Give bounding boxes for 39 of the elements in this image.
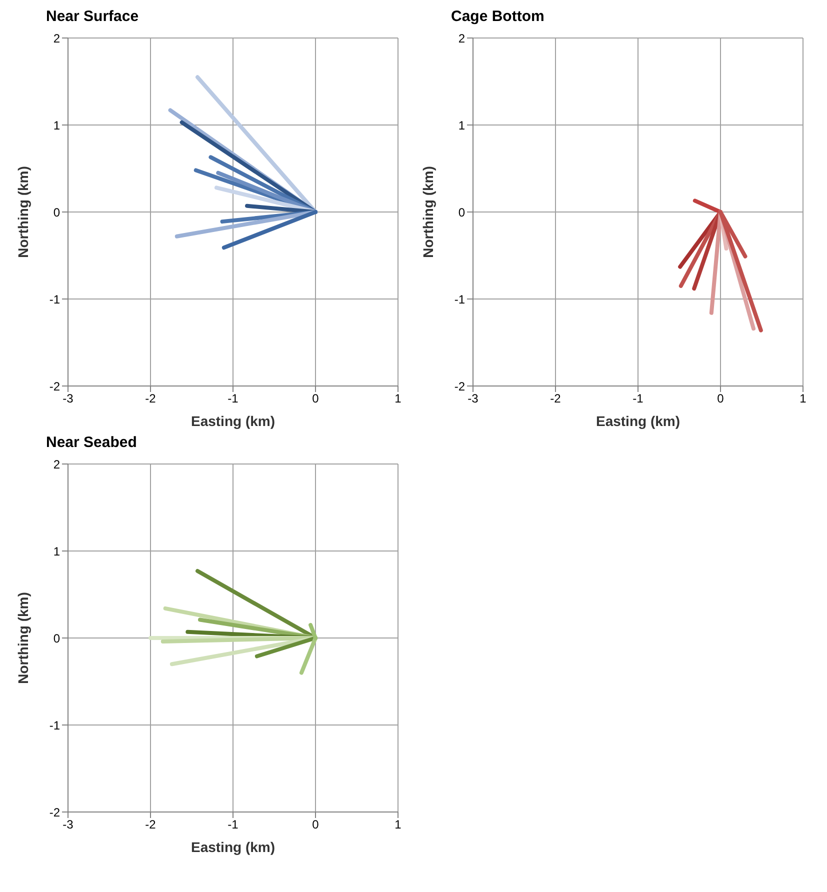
x-tick-label: -2 <box>145 818 156 832</box>
x-tick-label: -2 <box>145 392 156 406</box>
x-tick-label: -3 <box>468 392 479 406</box>
y-tick-label: 0 <box>53 631 60 646</box>
y-tick-label: -1 <box>454 292 466 306</box>
x-tick-label: 0 <box>717 392 724 406</box>
y-tick-label: -1 <box>49 292 60 306</box>
y-tick-label: -2 <box>49 805 60 820</box>
x-axis-title: Easting (km) <box>190 839 276 855</box>
x-tick-label: -3 <box>62 392 74 406</box>
y-tick-label: -2 <box>49 379 60 394</box>
y-tick-label: 1 <box>53 544 60 558</box>
x-axis-title: Easting (km) <box>596 413 680 429</box>
x-tick-label: 1 <box>394 392 402 406</box>
y-tick-label: 0 <box>53 205 60 220</box>
chart-title: Near Seabed <box>46 434 138 453</box>
y-tick-label: 1 <box>458 118 466 132</box>
y-axis-title: Northing (km) <box>14 166 31 258</box>
y-tick-label: -2 <box>454 379 466 394</box>
y-tick-label: 2 <box>458 31 466 46</box>
y-tick-label: 2 <box>53 457 60 472</box>
chart-title: Near Surface <box>46 8 140 27</box>
x-tick-label: -3 <box>62 818 74 832</box>
y-axis-title: Northing (km) <box>14 592 31 684</box>
x-axis-title: Easting (km) <box>190 413 276 429</box>
y-tick-label: 1 <box>53 118 60 132</box>
y-tick-label: 2 <box>53 31 60 46</box>
x-tick-label: 0 <box>312 392 320 406</box>
y-axis-title: Northing (km) <box>420 166 436 258</box>
y-tick-label: 0 <box>458 205 466 220</box>
x-tick-label: 0 <box>312 818 320 832</box>
x-tick-label: -2 <box>550 392 562 406</box>
x-tick-label: 1 <box>800 392 807 406</box>
chart-title: Cage Bottom <box>451 8 546 27</box>
x-tick-label: -1 <box>228 818 239 832</box>
x-tick-label: 1 <box>394 818 402 832</box>
y-tick-label: -1 <box>49 718 60 732</box>
x-tick-label: -1 <box>228 392 239 406</box>
x-tick-label: -1 <box>632 392 644 406</box>
